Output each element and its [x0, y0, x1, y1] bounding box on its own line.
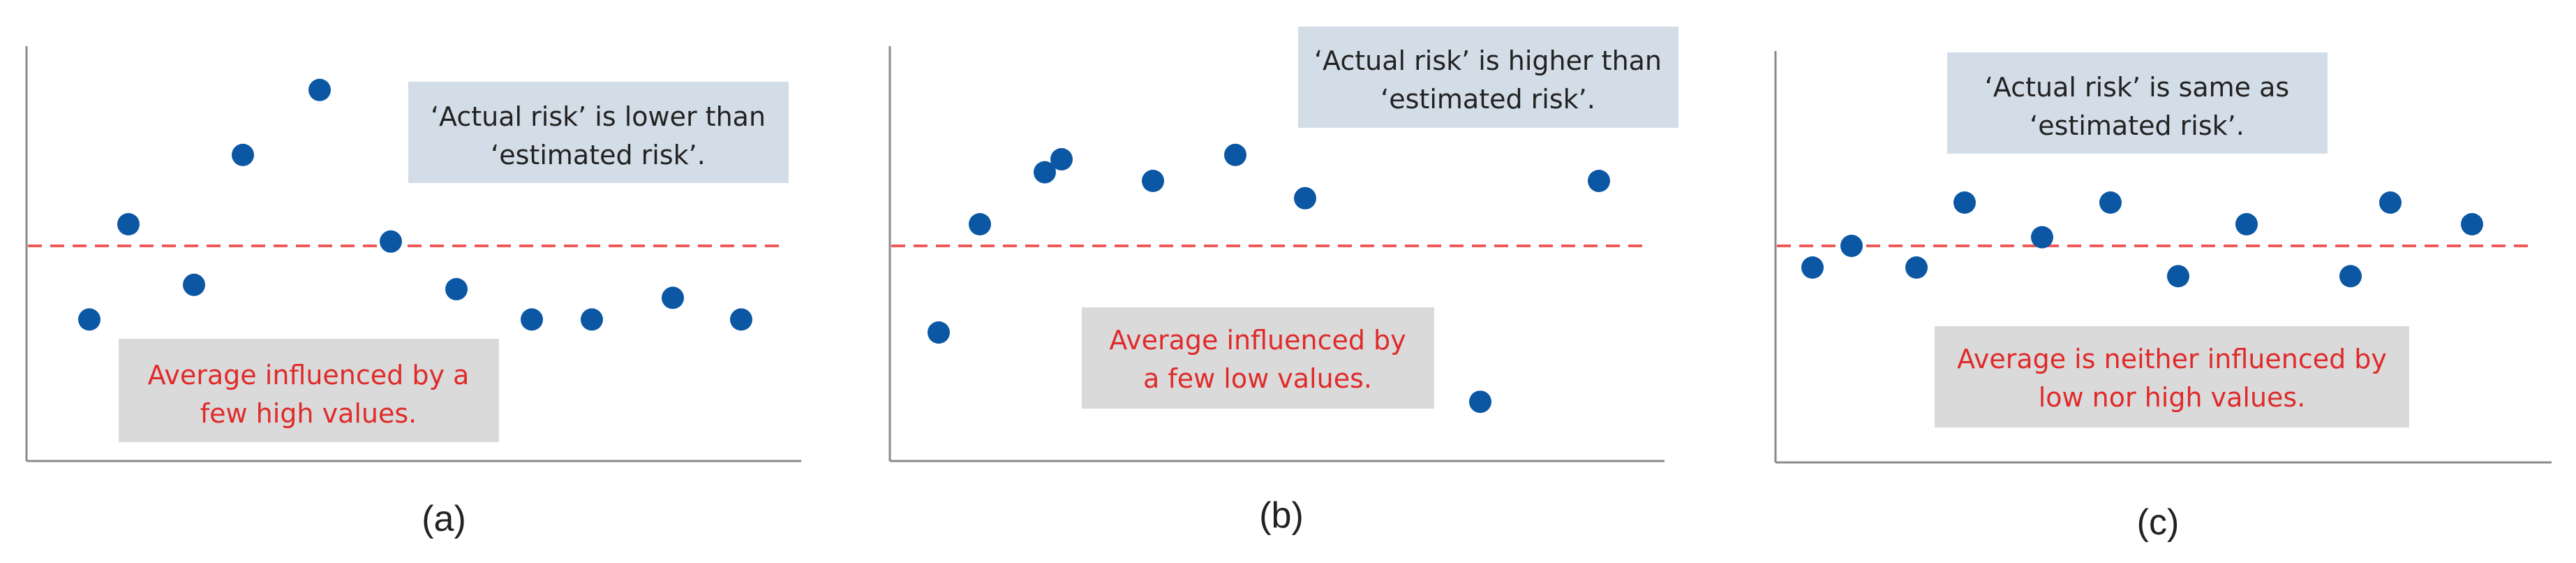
data-point	[2379, 191, 2402, 214]
risk-note-line: ‘estimated risk’.	[2030, 110, 2244, 141]
data-point	[1050, 148, 1073, 170]
data-point	[2339, 265, 2362, 288]
data-point	[1469, 390, 1491, 414]
data-point	[232, 143, 254, 166]
influence-note-box	[119, 339, 499, 442]
data-point	[730, 308, 752, 331]
risk-note-line: ‘Actual risk’ is higher than	[1314, 45, 1662, 76]
chart-panel-b: ‘Actual risk’ is higher than ‘estimated r…	[888, 27, 1678, 536]
risk-note-line: ‘estimated risk’.	[1380, 84, 1595, 115]
influence-note-line: low nor high values.	[2039, 382, 2306, 413]
data-point	[2167, 265, 2189, 288]
influence-note-line: few high values.	[200, 398, 417, 429]
data-point	[1224, 143, 1246, 166]
data-point	[1801, 256, 1824, 279]
data-point	[2099, 191, 2122, 214]
risk-note-box	[1298, 27, 1678, 128]
risk-note-box	[408, 82, 789, 183]
data-point	[1034, 161, 1056, 184]
data-point	[308, 78, 331, 101]
data-point	[117, 213, 140, 235]
data-point	[183, 273, 205, 296]
influence-note-line: Average is neither influenced by	[1957, 344, 2387, 374]
panel-caption: (b)	[1259, 495, 1304, 536]
data-point	[1588, 170, 1610, 192]
data-point	[2031, 226, 2053, 249]
influence-note-box	[1082, 307, 1434, 409]
data-point	[2235, 213, 2258, 235]
data-point	[78, 308, 100, 331]
data-point	[662, 286, 684, 309]
panel-caption: (c)	[2137, 502, 2180, 543]
risk-note-line: ‘estimated risk’.	[491, 140, 706, 170]
data-point	[2461, 213, 2483, 235]
data-point	[1294, 187, 1316, 210]
data-point	[1953, 191, 1976, 214]
influence-note-box	[1935, 326, 2409, 427]
influence-note-line: a few low values.	[1143, 363, 1372, 394]
panel-caption: (a)	[422, 499, 466, 539]
data-point	[1840, 235, 1863, 257]
data-point	[1142, 170, 1164, 192]
data-point	[581, 308, 603, 331]
chart-panel-c: ‘Actual risk’ is same as ‘estimated risk’…	[1774, 51, 2552, 543]
data-point	[521, 308, 543, 331]
risk-note-line: ‘Actual risk’ is lower than	[431, 101, 766, 132]
data-point	[380, 230, 402, 253]
data-point	[969, 213, 991, 235]
chart-panel-a: ‘Actual risk’ is lower than ‘estimated ri…	[25, 46, 801, 539]
data-point	[445, 278, 468, 300]
risk-note-box	[1947, 52, 2328, 154]
data-point	[1905, 256, 1928, 279]
influence-note-line: Average influenced by a	[148, 360, 470, 390]
risk-note-line: ‘Actual risk’ is same as	[1985, 72, 2289, 103]
data-point	[928, 321, 950, 344]
influence-note-line: Average influenced by	[1109, 325, 1406, 356]
